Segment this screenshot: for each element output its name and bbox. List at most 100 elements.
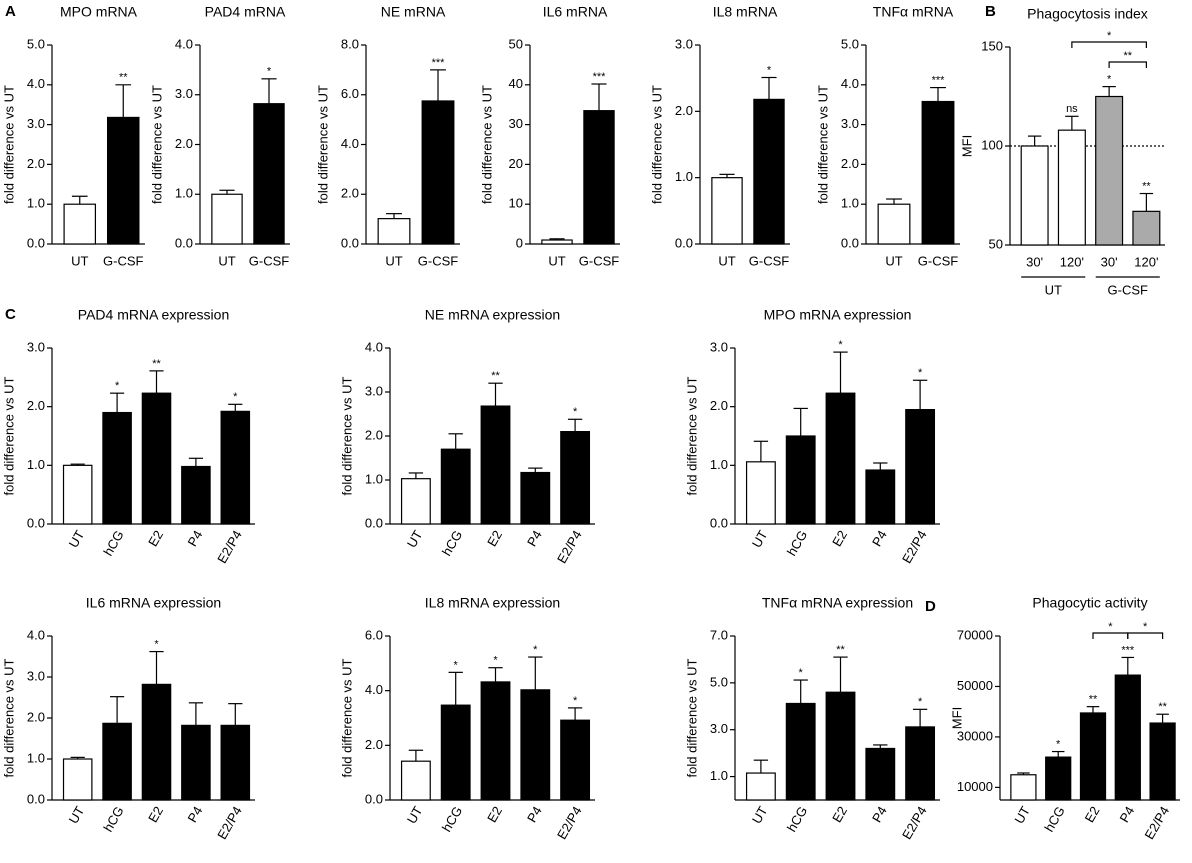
- y-tick-label: 4.0: [341, 136, 359, 151]
- y-axis-label: fold difference vs UT: [315, 85, 330, 204]
- y-tick-label: 3.0: [675, 36, 693, 51]
- y-tick-label: 0.0: [675, 235, 693, 250]
- x-tick-label: E2: [829, 804, 850, 825]
- y-tick-label: 3.0: [710, 721, 728, 736]
- chart-title: MPO mRNA: [60, 4, 138, 20]
- y-axis-label: fold difference vs UT: [1, 376, 16, 495]
- y-tick-label: 6.0: [341, 86, 359, 101]
- y-tick-label: 2.0: [365, 427, 383, 442]
- y-axis-label: MFI: [949, 707, 964, 729]
- y-tick-label: 2.0: [175, 136, 193, 151]
- group-label: G-CSF: [1108, 282, 1149, 297]
- x-tick-label: E2: [484, 528, 505, 549]
- y-tick-label: 2.0: [27, 398, 45, 413]
- significance-bracket: [1127, 632, 1164, 639]
- y-tick-label: 4.0: [365, 339, 383, 354]
- x-tick-label: UT: [749, 804, 771, 827]
- x-tick-label: P4: [869, 528, 890, 549]
- y-axis-label: MFI: [959, 135, 974, 157]
- panel-letter: A: [5, 3, 16, 20]
- bar: [62, 464, 93, 525]
- y-tick-label: 3.0: [27, 339, 45, 354]
- x-tick-label: hCG: [784, 528, 810, 559]
- significance-label: *: [115, 380, 120, 392]
- significance-label: ns: [1066, 103, 1078, 115]
- y-tick-label: 3.0: [27, 116, 45, 131]
- chart-title: TNFα mRNA: [873, 4, 954, 20]
- x-tick-label: UT: [385, 253, 402, 268]
- x-tick-label: E2/P4: [1141, 804, 1172, 842]
- y-axis-label: fold difference vs UT: [149, 85, 164, 204]
- x-tick-label: E2/P4: [554, 528, 585, 566]
- y-tick-label: 1.0: [27, 457, 45, 472]
- significance-label: *: [1056, 738, 1061, 750]
- y-tick-label: 2.0: [27, 156, 45, 171]
- y-axis-label: fold difference vs UT: [1, 85, 16, 204]
- significance-label: *: [767, 64, 772, 76]
- bar: [1149, 722, 1176, 801]
- bar: [400, 478, 431, 525]
- bar: [583, 110, 615, 245]
- y-tick-label: 1.0: [675, 169, 693, 184]
- bar: [106, 116, 140, 245]
- y-tick-label: 1.0: [27, 750, 45, 765]
- y-tick-label: 4.0: [175, 36, 193, 51]
- y-tick-label: 0: [516, 235, 523, 250]
- y-tick-label: 6.0: [365, 627, 383, 642]
- y-tick-label: 0.0: [175, 235, 193, 250]
- y-tick-label: 2.0: [27, 709, 45, 724]
- y-axis-label: fold difference vs UT: [815, 85, 830, 204]
- y-tick-label: 0.0: [841, 235, 859, 250]
- bracket-label: **: [1123, 50, 1132, 62]
- x-tick-label: hCG: [439, 804, 465, 835]
- y-tick-label: 0.0: [710, 515, 728, 530]
- significance-label: ***: [1121, 644, 1135, 656]
- y-tick-label: 3.0: [365, 383, 383, 398]
- y-tick-label: 30000: [957, 728, 993, 743]
- x-tick-label: E2: [1082, 804, 1103, 825]
- chart-title: MPO mRNA expression: [764, 307, 912, 323]
- bar: [1114, 674, 1141, 801]
- y-tick-label: 3.0: [841, 116, 859, 131]
- bar: [520, 689, 551, 801]
- significance-bracket: [1108, 61, 1147, 68]
- bar: [421, 100, 455, 245]
- significance-label: **: [836, 644, 845, 656]
- x-tick-label: P4: [1116, 804, 1137, 825]
- bar: [560, 719, 591, 801]
- bar: [1057, 129, 1086, 246]
- y-tick-label: 3.0: [710, 339, 728, 354]
- bar: [905, 726, 936, 801]
- significance-bracket: [1071, 41, 1147, 48]
- y-tick-label: 2.0: [710, 398, 728, 413]
- x-tick-label: UT: [749, 528, 771, 551]
- x-tick-label: P4: [185, 528, 206, 549]
- y-tick-label: 50000: [957, 678, 993, 693]
- x-tick-label: E2: [829, 528, 850, 549]
- significance-label: *: [573, 406, 578, 418]
- chart-title: TNFα mRNA expression: [762, 595, 913, 611]
- y-tick-label: 0.0: [27, 235, 45, 250]
- y-tick-label: 2.0: [841, 156, 859, 171]
- bar: [440, 448, 471, 525]
- x-tick-label: 120': [1134, 254, 1158, 269]
- y-axis-label: fold difference vs UT: [1, 658, 16, 777]
- y-tick-label: 4.0: [27, 76, 45, 91]
- x-tick-label: UT: [66, 528, 88, 551]
- bar: [1020, 145, 1049, 246]
- y-axis-label: fold difference vs UT: [684, 376, 699, 495]
- x-tick-label: E2/P4: [214, 528, 245, 566]
- bar: [541, 239, 573, 245]
- significance-label: **: [491, 370, 500, 382]
- bar: [62, 758, 93, 801]
- chart-title: IL8 mRNA: [713, 4, 778, 20]
- bar: [1010, 774, 1037, 801]
- y-tick-label: 4.0: [365, 682, 383, 697]
- bar: [141, 392, 172, 525]
- y-axis-label: fold difference vs UT: [339, 376, 354, 495]
- y-tick-label: 8.0: [341, 36, 359, 51]
- significance-label: *: [918, 367, 923, 379]
- bar: [141, 683, 172, 801]
- significance-label: ***: [432, 57, 446, 69]
- bar: [785, 435, 816, 525]
